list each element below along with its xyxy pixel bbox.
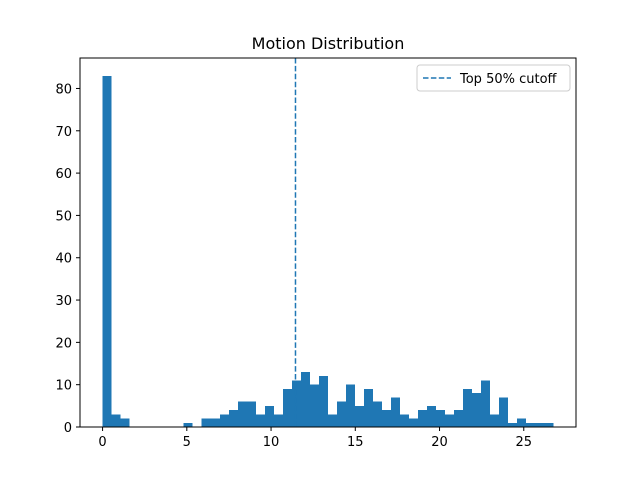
histogram-bar	[228, 410, 238, 427]
histogram-bar	[535, 422, 545, 427]
x-tick-label: 15	[347, 435, 364, 450]
histogram-bar	[463, 388, 473, 427]
histogram-bar	[490, 414, 500, 427]
histogram-bar	[499, 397, 509, 427]
y-tick-label: 70	[55, 125, 72, 140]
y-tick-label: 0	[64, 421, 72, 436]
y-tick-label: 80	[55, 82, 72, 97]
histogram-bar	[120, 418, 130, 427]
histogram-bar	[264, 405, 274, 427]
histogram-bar	[237, 401, 247, 427]
x-tick-label: 10	[263, 435, 280, 450]
histogram-bar	[327, 414, 337, 427]
y-tick-label: 10	[55, 379, 72, 394]
histogram-bar	[517, 418, 527, 427]
histogram-bar	[391, 397, 401, 427]
chart-title: Motion Distribution	[252, 34, 405, 53]
histogram-bar	[291, 380, 301, 427]
histogram-bar	[255, 414, 265, 427]
histogram-bar	[481, 380, 491, 427]
histogram-bar	[111, 414, 121, 427]
histogram-bar	[336, 401, 346, 427]
histogram-bar	[246, 401, 256, 427]
histogram-bar	[418, 410, 428, 427]
histogram-bar	[102, 75, 112, 427]
histogram-bar	[436, 410, 446, 427]
histogram-bar	[409, 418, 419, 427]
histogram-bar	[454, 410, 464, 427]
histogram-bar	[354, 405, 364, 427]
legend-cutoff-label: Top 50% cutoff	[459, 72, 558, 87]
histogram-bar	[508, 422, 518, 427]
histogram-bars	[102, 75, 554, 427]
histogram-bar	[445, 414, 455, 427]
histogram-bar	[427, 405, 437, 427]
histogram-bar	[400, 414, 410, 427]
x-tick-label: 25	[515, 435, 532, 450]
y-tick-label: 30	[55, 294, 72, 309]
y-tick-label: 20	[55, 336, 72, 351]
y-tick-label: 50	[55, 209, 72, 224]
histogram-bar	[318, 376, 328, 427]
histogram-bar	[201, 418, 211, 427]
axes-frame	[79, 57, 577, 428]
histogram-bar	[472, 393, 482, 427]
histogram-bar	[300, 371, 310, 427]
y-tick-label: 60	[55, 167, 72, 182]
histogram-bar	[273, 414, 283, 427]
legend-box	[416, 64, 571, 92]
axes: 0 5 10 15 20 25 0 10 20 30 40 50 60 70 80	[55, 57, 577, 450]
histogram-bar	[282, 388, 292, 427]
histogram-bar	[381, 410, 392, 427]
histogram-bar	[309, 384, 319, 427]
histogram-bar	[363, 388, 373, 427]
x-tick-label: 5	[183, 435, 191, 450]
histogram-bar	[526, 422, 536, 427]
legend: Top 50% cutoff	[416, 64, 571, 92]
histogram-bar	[183, 422, 193, 427]
histogram-bar	[544, 422, 554, 427]
x-tick-label: 0	[98, 435, 106, 450]
y-tick-label: 40	[55, 252, 72, 267]
histogram-bar	[345, 384, 355, 427]
histogram-bar	[210, 418, 220, 427]
x-tick-label: 20	[431, 435, 448, 450]
histogram-bar	[219, 414, 229, 427]
histogram-bar	[372, 401, 382, 427]
